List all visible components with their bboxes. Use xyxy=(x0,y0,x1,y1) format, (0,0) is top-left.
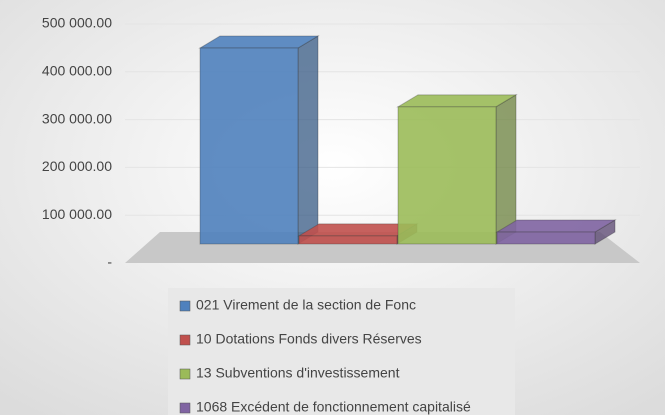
y-tick-label: 500 000.00 xyxy=(42,15,112,31)
y-tick-label: 300 000.00 xyxy=(42,110,112,126)
legend-swatch xyxy=(179,368,191,380)
bar xyxy=(298,235,398,245)
bar-group xyxy=(495,219,617,245)
bar-top xyxy=(396,94,518,108)
legend-swatch xyxy=(179,300,191,312)
bar-top xyxy=(198,35,320,49)
bar xyxy=(199,47,299,245)
y-tick-label: - xyxy=(107,254,112,270)
legend-label: 021 Virement de la section de Fonc xyxy=(196,297,416,313)
legend-swatch xyxy=(179,334,191,346)
y-tick-label: 400 000.00 xyxy=(42,63,112,79)
legend-label: 13 Subventions d'investissement xyxy=(196,365,400,381)
legend-swatch xyxy=(179,402,191,414)
bar-top xyxy=(495,219,617,233)
y-tick-label: 200 000.00 xyxy=(42,158,112,174)
bar xyxy=(496,231,596,245)
y-tick-label: 100 000.00 xyxy=(42,206,112,222)
bar-side xyxy=(297,35,319,245)
bar-side xyxy=(495,93,517,245)
legend-label: 10 Dotations Fonds divers Réserves xyxy=(196,331,422,347)
legend-box xyxy=(168,288,515,415)
legend-label: 1068 Excédent de fonctionnement capitali… xyxy=(196,399,471,415)
bar-group xyxy=(198,35,320,245)
bar xyxy=(397,106,497,245)
bar-group xyxy=(396,93,518,245)
